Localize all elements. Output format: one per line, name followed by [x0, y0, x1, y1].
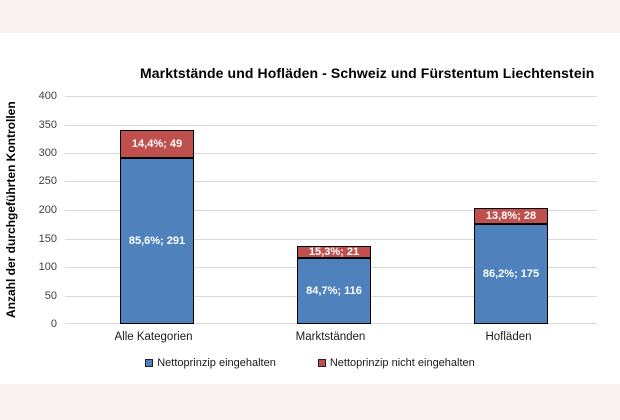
y-axis-title: Anzahl der durchgeführten Kontrollen	[4, 101, 18, 319]
chart-panel: Marktstände und Hofläden - Schweiz und F…	[0, 33, 620, 384]
legend: Nettoprinzip eingehalten Nettoprinzip nic…	[0, 357, 620, 369]
plot-area: 85,6%; 291 14,4%; 49 84,7%; 116 15,3%; 21 86…	[65, 96, 597, 324]
legend-label: Nettoprinzip nicht eingehalten	[329, 357, 475, 369]
bar-segment-label: 86,2%; 175	[482, 267, 540, 280]
bar-segment-label: 84,7%; 116	[306, 284, 362, 297]
bar-segment-label: 13,8%; 28	[485, 209, 537, 222]
bar-segment: 86,2%; 175	[474, 224, 548, 324]
y-tick-label: 400	[38, 90, 57, 102]
gridline	[65, 239, 597, 240]
y-tick-label: 0	[50, 318, 57, 330]
y-tick-label: 350	[38, 119, 57, 131]
legend-item: Nettoprinzip nicht eingehalten	[317, 357, 475, 369]
bar-segment: 15,3%; 21	[297, 246, 371, 258]
gridline	[65, 210, 597, 211]
bar-segment-label: 85,6%; 291	[128, 234, 186, 247]
bar-segment: 14,4%; 49	[120, 130, 194, 158]
bar-segment: 85,6%; 291	[120, 158, 194, 324]
bar-segment-label: 15,3%; 21	[308, 245, 360, 258]
bar-segment-label: 14,4%; 49	[131, 137, 183, 150]
bar-segment: 13,8%; 28	[474, 208, 548, 224]
legend-label: Nettoprinzip eingehalten	[157, 357, 276, 369]
y-tick-label: 250	[38, 175, 57, 187]
y-tick-label: 200	[38, 204, 57, 216]
x-category-label: Marktständen	[295, 331, 366, 343]
legend-item: Nettoprinzip eingehalten	[145, 357, 276, 369]
x-category-label: Hofläden	[485, 331, 532, 343]
chart-title: Marktstände und Hofläden - Schweiz und F…	[140, 65, 595, 81]
bar: 84,7%; 116 15,3%; 21	[297, 96, 371, 324]
legend-swatch-icon	[145, 359, 154, 367]
y-tick-label: 300	[38, 147, 57, 159]
x-category-label: Alle Kategorien	[114, 331, 193, 343]
gridline	[65, 153, 597, 154]
bar: 85,6%; 291 14,4%; 49	[120, 96, 194, 324]
gridline	[65, 96, 597, 97]
gridline	[65, 181, 597, 182]
legend-swatch-icon	[317, 359, 326, 367]
y-tick-label: 100	[38, 261, 57, 273]
y-tick-label: 50	[44, 290, 57, 302]
y-tick-label: 150	[38, 233, 57, 245]
gridline	[65, 125, 597, 126]
bar: 86,2%; 175 13,8%; 28	[474, 96, 548, 324]
bar-segment: 84,7%; 116	[297, 258, 371, 324]
